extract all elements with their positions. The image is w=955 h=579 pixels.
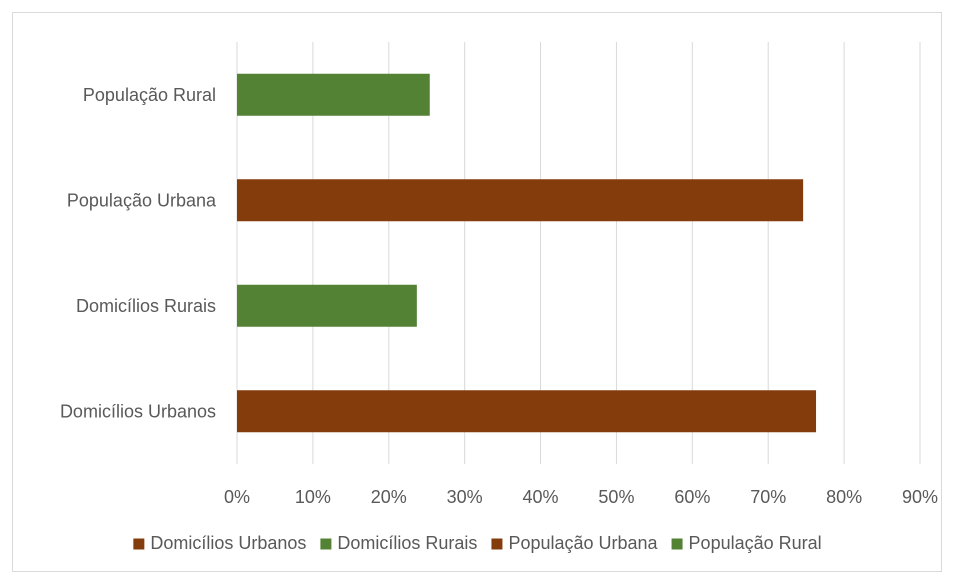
chart-frame [12, 12, 942, 572]
legend-label-2: População Urbana [508, 533, 658, 553]
axes: 0% 10% 20% 30% 40% 50% 60% 70% 80% 90% Domicílios … [60, 85, 938, 507]
x-tick-label-50: 50% [598, 487, 634, 507]
bar-3 [237, 73, 430, 116]
legend-swatch-3 [671, 538, 683, 550]
legend: Domicílios Urbanos Domicílios Rurais Popul… [133, 533, 822, 553]
bar-0 [237, 390, 817, 433]
y-category-label-2: População Urbana [67, 190, 217, 210]
x-tick-label-30: 30% [447, 487, 483, 507]
legend-swatch-2 [491, 538, 503, 550]
x-tick-label-40: 40% [523, 487, 559, 507]
legend-label-3: População Rural [689, 533, 822, 553]
x-tick-label-0: 0% [224, 487, 250, 507]
y-category-label-1: Domicílios Rurais [76, 296, 216, 316]
legend-swatch-0 [133, 538, 145, 550]
bars [237, 73, 817, 433]
bar-1 [237, 284, 417, 327]
y-category-label-3: População Rural [83, 85, 216, 105]
x-tick-label-20: 20% [371, 487, 407, 507]
legend-swatch-1 [320, 538, 332, 550]
x-tick-label-10: 10% [295, 487, 331, 507]
legend-label-1: Domicílios Rurais [337, 533, 477, 553]
x-tick-label-80: 80% [826, 487, 862, 507]
x-tick-label-70: 70% [750, 487, 786, 507]
bar-2 [237, 179, 804, 222]
x-tick-label-60: 60% [674, 487, 710, 507]
legend-label-0: Domicílios Urbanos [150, 533, 306, 553]
x-tick-label-90: 90% [902, 487, 938, 507]
y-category-label-0: Domicílios Urbanos [60, 401, 216, 421]
